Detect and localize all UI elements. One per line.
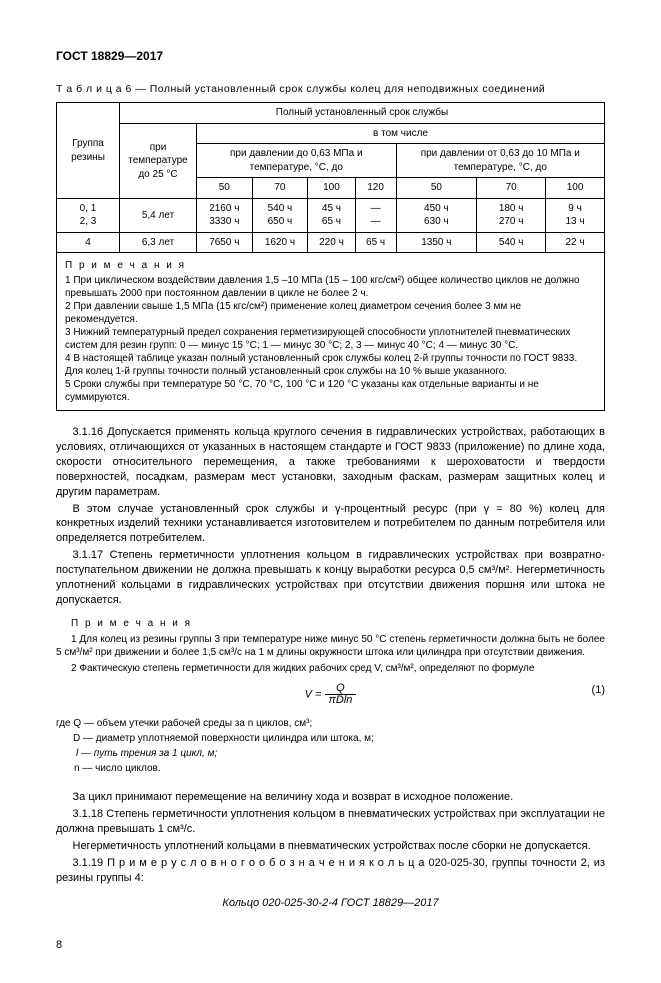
t50a: 50 <box>197 178 253 199</box>
note-item: 3 Нижний температурный предел сохранения… <box>65 326 596 352</box>
cell: 1350 ч <box>396 232 477 253</box>
note-item: 4 В настоящей таблице указан полный уста… <box>65 352 596 378</box>
formula: V = Q πDln (1) <box>56 683 605 706</box>
col-including: в том числе <box>197 123 605 144</box>
note-item: 2 Фактическую степень герметичности для … <box>56 662 605 676</box>
t120a: 120 <box>355 178 396 199</box>
note-item: 5 Сроки службы при температуре 50 °C, 70… <box>65 378 596 404</box>
notes-title: П р и м е ч а н и я <box>65 259 596 272</box>
body-text: 3.1.16 Допускается применять кольца круг… <box>56 425 605 607</box>
standard-header: ГОСТ 18829—2017 <box>56 48 605 64</box>
col-press-low: при давлении до 0,63 МПа и температуре, … <box>197 144 397 178</box>
cell: 540 ч 650 ч <box>252 198 308 232</box>
t100b: 100 <box>546 178 605 199</box>
where-item: где Q — объем утечки рабочей среды за n … <box>56 716 605 731</box>
cell: 5,4 лет <box>120 198 197 232</box>
body-text-2: За цикл принимают перемещение на величин… <box>56 790 605 885</box>
cell: 22 ч <box>546 232 605 253</box>
note-item: 1 При циклическом воздействии давления 1… <box>65 274 596 300</box>
table-row: 0, 1 2, 3 5,4 лет 2160 ч 3330 ч 540 ч 65… <box>57 198 605 232</box>
formula-index: (1) <box>592 683 605 698</box>
para: 3.1.19 П р и м е р у с л о в н о г о о б… <box>56 856 605 886</box>
cell: 180 ч 270 ч <box>477 198 546 232</box>
cell: 7650 ч <box>197 232 253 253</box>
t70a: 70 <box>252 178 308 199</box>
cell: 4 <box>57 232 120 253</box>
where-item: n — число циклов. <box>56 761 605 776</box>
table-notes: П р и м е ч а н и я 1 При циклическом во… <box>56 253 605 411</box>
t50b: 50 <box>396 178 477 199</box>
formula-den: πDln <box>325 695 357 706</box>
cell: 2160 ч 3330 ч <box>197 198 253 232</box>
where-item: D — диаметр уплотняемой поверхности цили… <box>56 731 605 746</box>
para: За цикл принимают перемещение на величин… <box>56 790 605 805</box>
para: 3.1.16 Допускается применять кольца круг… <box>56 425 605 499</box>
note-item: 2 При давлении свыше 1,5 МПа (15 кгс/см²… <box>65 300 596 326</box>
example-designation: Кольцо 020-025-30-2-4 ГОСТ 18829—2017 <box>56 896 605 911</box>
cell: 450 ч 630 ч <box>396 198 477 232</box>
cell: 65 ч <box>355 232 396 253</box>
col-full-life: Полный установленный срок службы <box>120 103 605 124</box>
where-block: где Q — объем утечки рабочей среды за n … <box>56 716 605 776</box>
cell: 6,3 лет <box>120 232 197 253</box>
service-life-table: Группа резины Полный установленный срок … <box>56 102 605 253</box>
table-row: 4 6,3 лет 7650 ч 1620 ч 220 ч 65 ч 1350 … <box>57 232 605 253</box>
formula-lhs: V = <box>305 689 322 701</box>
t70b: 70 <box>477 178 546 199</box>
t100a: 100 <box>308 178 355 199</box>
para: Негерметичность уплотнений кольцами в пн… <box>56 839 605 854</box>
cell: 45 ч 65 ч <box>308 198 355 232</box>
col-group: Группа резины <box>57 103 120 199</box>
para: 3.1.17 Степень герметичности уплотнения … <box>56 548 605 607</box>
para: 3.1.18 Степень герметичности уплотнения … <box>56 807 605 837</box>
inline-notes: П р и м е ч а н и я 1 Для колец из резин… <box>56 617 605 675</box>
table-caption: Т а б л и ц а 6 — Полный установленный с… <box>56 82 605 96</box>
cell: 540 ч <box>477 232 546 253</box>
cell: 0, 1 2, 3 <box>57 198 120 232</box>
col-press-high: при давлении от 0,63 до 10 МПа и темпера… <box>396 144 604 178</box>
page-number: 8 <box>56 938 605 953</box>
cell: 220 ч <box>308 232 355 253</box>
notes-title: П р и м е ч а н и я <box>56 617 605 631</box>
where-item: l — путь трения за 1 цикл, м; <box>56 746 605 761</box>
col-temp25: при температуре до 25 °C <box>120 123 197 198</box>
cell: 1620 ч <box>252 232 308 253</box>
cell: 9 ч 13 ч <box>546 198 605 232</box>
para: В этом случае установленный срок службы … <box>56 502 605 547</box>
note-item: 1 Для колец из резины группы 3 при темпе… <box>56 633 605 660</box>
cell: — — <box>355 198 396 232</box>
